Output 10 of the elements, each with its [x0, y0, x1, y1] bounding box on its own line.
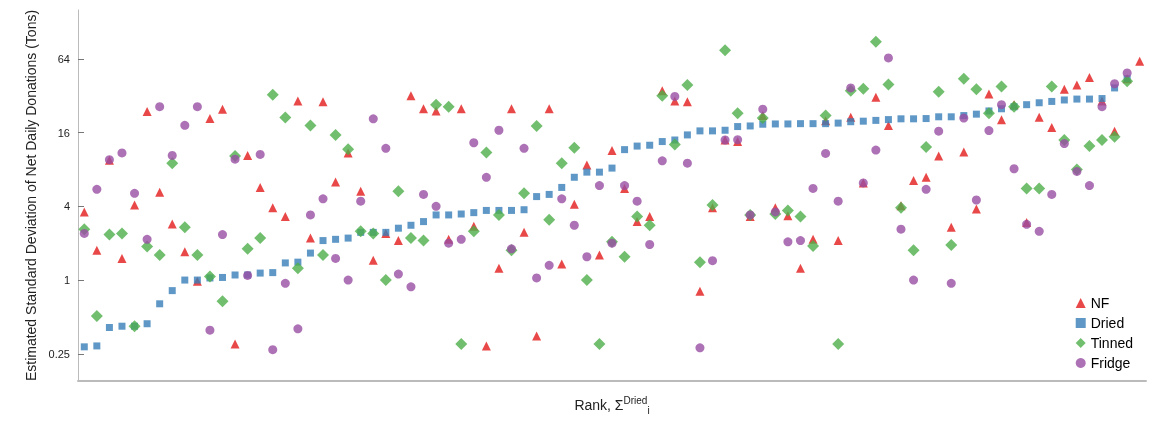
y-tick-label: 0.25 — [48, 347, 70, 360]
y-tick-label: 16 — [57, 126, 70, 139]
y-tick-label: 4 — [63, 200, 70, 213]
legend-label: Tinned — [1090, 335, 1134, 351]
y-axis-title: Estimated Standard Deviation of Net Daily Donations (Tons) — [22, 9, 39, 382]
legend-label: Dried — [1090, 315, 1125, 331]
y-tick-label: 1 — [63, 274, 70, 287]
y-tick-label: 64 — [57, 52, 70, 65]
legend-label: NF — [1090, 295, 1110, 311]
legend-label: Fridge — [1090, 355, 1131, 371]
